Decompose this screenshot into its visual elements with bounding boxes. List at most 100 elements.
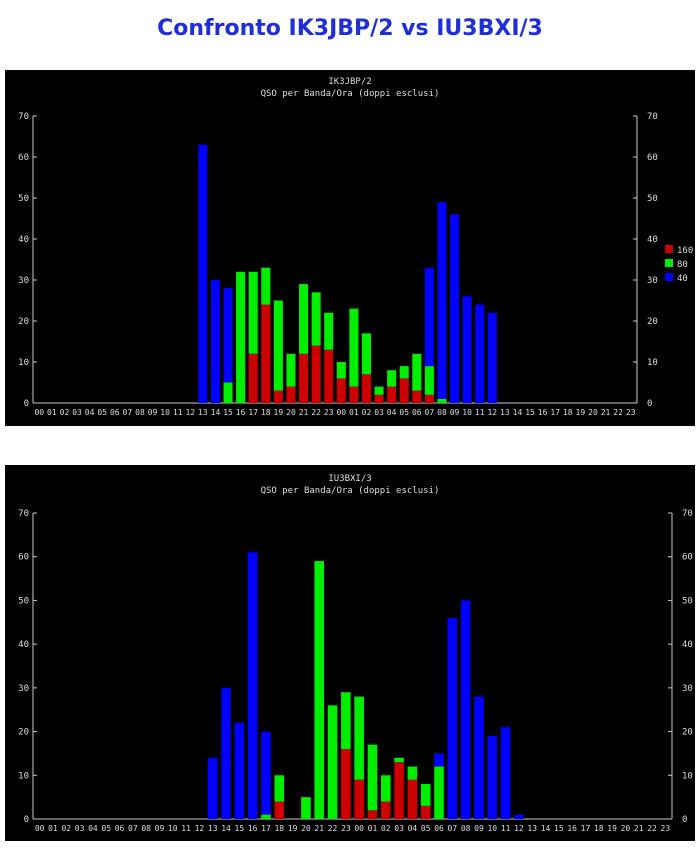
x-tick-label: 05 (421, 824, 431, 833)
x-tick-label: 19 (274, 408, 284, 417)
chart-iu3bxi: IU3BXI/3 QSO per Banda/Ora (doppi esclus… (18, 474, 693, 833)
x-tick-label: 12 (487, 408, 497, 417)
y-tick-label-left: 50 (18, 194, 29, 204)
bar-80-04 (387, 370, 397, 387)
x-tick-label: 13 (500, 408, 510, 417)
x-tick-label: 21 (601, 408, 611, 417)
chart-panel-iu3bxi: IU3BXI/3 QSO per Banda/Ora (doppi esclus… (5, 465, 695, 841)
y-tick-label-left: 60 (18, 153, 29, 163)
x-tick-label: 06 (110, 408, 120, 417)
y-tick-label-left: 50 (18, 596, 29, 606)
bar-80-00 (336, 362, 346, 379)
x-tick-label: 14 (211, 408, 221, 417)
bar-160-00 (354, 779, 364, 819)
bar-160-05 (420, 805, 431, 819)
y-tick-label-right: 70 (682, 509, 693, 519)
bar-160-01 (367, 810, 378, 819)
x-tick-label: 06 (434, 824, 444, 833)
x-tick-label: 16 (236, 408, 246, 417)
bar-80-15 (223, 382, 233, 403)
chart-panel-ik3jbp: IK3JBP/2 QSO per Banda/Ora (doppi esclus… (5, 70, 695, 426)
bar-40-10 (487, 735, 498, 819)
y-tick-label-left: 70 (18, 509, 29, 519)
x-tick-label: 06 (115, 824, 125, 833)
x-tick-label: 07 (128, 824, 138, 833)
chart-ik3jbp: IK3JBP/2 QSO per Banda/Ora (doppi esclus… (18, 77, 693, 417)
x-tick-label: 04 (408, 824, 418, 833)
bar-40-15 (234, 722, 245, 819)
x-tick-label: 17 (581, 824, 591, 833)
x-tick-label: 23 (626, 408, 636, 417)
bar-80-05 (420, 784, 431, 806)
x-tick-label: 01 (349, 408, 359, 417)
x-tick-label: 23 (661, 824, 671, 833)
x-tick-label: 18 (261, 408, 271, 417)
x-tick-label: 22 (328, 824, 338, 833)
x-tick-label: 09 (450, 408, 460, 417)
bar-80-18 (274, 775, 285, 802)
x-tick-label: 12 (514, 824, 524, 833)
x-tick-label: 01 (368, 824, 378, 833)
x-tick-label: 08 (135, 408, 145, 417)
x-tick-label: 18 (594, 824, 604, 833)
bar-80-17 (248, 271, 258, 354)
bar-160-05 (399, 378, 409, 403)
x-tick-label: 12 (185, 408, 195, 417)
bar-40-14 (221, 687, 231, 819)
bar-160-01 (349, 386, 359, 403)
y-tick-label-left: 10 (18, 771, 29, 781)
x-tick-label: 01 (47, 408, 57, 417)
y-tick-label-right: 30 (682, 684, 693, 694)
y-tick-label-left: 30 (18, 276, 29, 286)
legend-swatch-80 (665, 259, 673, 267)
bar-80-22 (327, 705, 338, 819)
x-tick-label: 11 (181, 824, 191, 833)
bar-40-15 (223, 288, 233, 383)
x-tick-label: 00 (354, 824, 364, 833)
x-tick-label: 00 (34, 408, 44, 417)
x-tick-label: 09 (474, 824, 484, 833)
y-tick-label-right: 20 (682, 728, 693, 738)
x-tick-label: 17 (248, 408, 258, 417)
bar-160-21 (299, 353, 309, 403)
y-tick-label-right: 70 (647, 112, 658, 122)
bar-80-01 (367, 744, 378, 811)
bar-80-05 (399, 366, 409, 379)
bar-80-08 (437, 398, 447, 403)
x-tick-label: 02 (362, 408, 372, 417)
x-tick-label: 20 (286, 408, 296, 417)
bar-40-17 (261, 731, 271, 815)
x-tick-label: 16 (538, 408, 548, 417)
x-tick-label: 20 (588, 408, 598, 417)
x-tick-label: 04 (387, 408, 397, 417)
y-tick-label-left: 20 (18, 317, 29, 327)
x-tick-label: 07 (123, 408, 133, 417)
page-title: Confronto IK3JBP/2 vs IU3BXI/3 (157, 16, 543, 41)
bar-80-21 (299, 284, 309, 354)
legend-label-40: 40 (677, 274, 688, 284)
bar-40-07 (447, 617, 458, 819)
x-tick-label: 03 (75, 824, 85, 833)
x-tick-label: 22 (311, 408, 321, 417)
x-tick-label: 19 (607, 824, 617, 833)
legend-label-80: 80 (677, 260, 688, 270)
bar-80-16 (236, 271, 246, 403)
x-tick-label: 18 (563, 408, 573, 417)
bar-40-07 (424, 267, 434, 367)
x-tick-label: 01 (48, 824, 58, 833)
x-tick-label: 10 (462, 408, 472, 417)
bar-80-23 (341, 692, 351, 750)
bar-80-21 (314, 561, 325, 819)
bar-80-01 (349, 308, 359, 387)
y-tick-label-right: 60 (682, 553, 693, 563)
bar-160-04 (387, 386, 397, 403)
bar-80-06 (434, 766, 444, 819)
bar-40-08 (437, 202, 447, 399)
x-tick-label: 22 (613, 408, 623, 417)
y-tick-label-left: 0 (24, 815, 29, 825)
x-tick-label: 15 (223, 408, 233, 417)
x-tick-label: 08 (437, 408, 447, 417)
y-tick-label-right: 0 (682, 815, 687, 825)
bar-160-06 (412, 390, 422, 403)
